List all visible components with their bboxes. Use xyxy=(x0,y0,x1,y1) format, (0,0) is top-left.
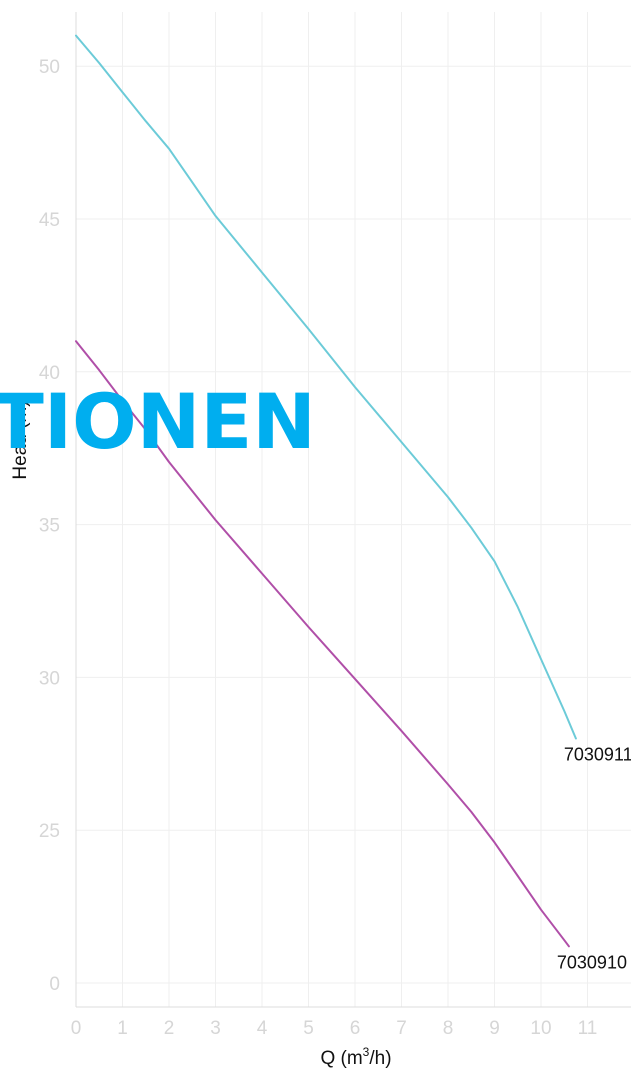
x-tick-label: 5 xyxy=(303,1018,314,1039)
y-tick-label: 25 xyxy=(39,821,60,842)
y-tick-label: 30 xyxy=(39,668,60,689)
y-tick-label: 35 xyxy=(39,516,60,537)
x-tick-label: 2 xyxy=(164,1018,175,1039)
series-end-label: 7030911 xyxy=(564,745,631,765)
x-tick-label: 10 xyxy=(530,1018,551,1039)
x-tick-label: 1 xyxy=(117,1018,128,1039)
series xyxy=(75,34,577,948)
x-tick-label: 3 xyxy=(210,1018,221,1039)
x-tick-label: 11 xyxy=(578,1018,598,1039)
watermark-text: TIONEN xyxy=(0,377,316,466)
x-tick-label: 0 xyxy=(71,1018,82,1039)
series-end-label: 7030910 xyxy=(557,952,627,972)
x-axis-title-prefix: Q (m xyxy=(320,1048,362,1069)
axes xyxy=(75,12,631,1008)
series-labels: 7030911 7030910 xyxy=(557,745,631,973)
x-tick-label: 4 xyxy=(257,1018,268,1039)
series-line-7030911 xyxy=(75,34,577,740)
grid xyxy=(76,12,631,1007)
x-axis-title-suffix: /h) xyxy=(369,1048,391,1069)
y-tick-label: 0 xyxy=(49,974,60,995)
x-tick-label: 8 xyxy=(443,1018,454,1039)
y-tick-label: 50 xyxy=(39,57,60,78)
series-line-7030910 xyxy=(75,340,570,948)
y-axis-title: Head (m) xyxy=(10,400,31,479)
x-axis-title-superscript: 3 xyxy=(363,1045,370,1059)
y-tick-label: 45 xyxy=(39,210,60,231)
x-tick-label: 9 xyxy=(489,1018,500,1039)
x-tick-label: 7 xyxy=(396,1018,407,1039)
y-tick-label: 40 xyxy=(39,363,60,384)
x-tick-label: 6 xyxy=(350,1018,361,1039)
x-axis-title: Q (m3/h) xyxy=(320,1045,391,1069)
